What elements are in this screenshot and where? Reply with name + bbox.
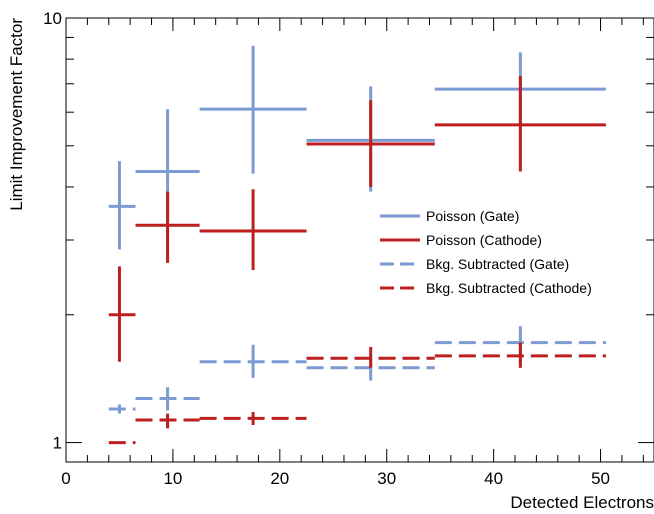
y-axis-title: Limit Improvement Factor [7, 18, 26, 211]
legend: Poisson (Gate) Poisson (Cathode) Bkg. Subt… [380, 208, 592, 296]
series-layer [108, 45, 606, 445]
y-tick-label: 10 [43, 9, 62, 28]
x-tick-label: 20 [270, 469, 289, 488]
x-tick-label: 50 [591, 469, 610, 488]
x-axis-title: Detected Electrons [510, 493, 654, 512]
legend-label: Bkg. Subtracted (Cathode) [426, 280, 592, 296]
x-tick-label: 30 [377, 469, 396, 488]
x-tick-label: 40 [484, 469, 503, 488]
series-2 [108, 76, 606, 362]
y-tick-label: 1 [53, 434, 62, 453]
legend-label: Poisson (Gate) [426, 208, 519, 224]
legend-label: Poisson (Cathode) [426, 232, 542, 248]
series-4 [108, 342, 606, 445]
x-tick-label: 0 [61, 469, 70, 488]
ticks-layer: 0 10 20 30 40 50 1 10 [43, 9, 654, 488]
x-tick-label: 10 [163, 469, 182, 488]
legend-label: Bkg. Subtracted (Gate) [426, 256, 569, 272]
